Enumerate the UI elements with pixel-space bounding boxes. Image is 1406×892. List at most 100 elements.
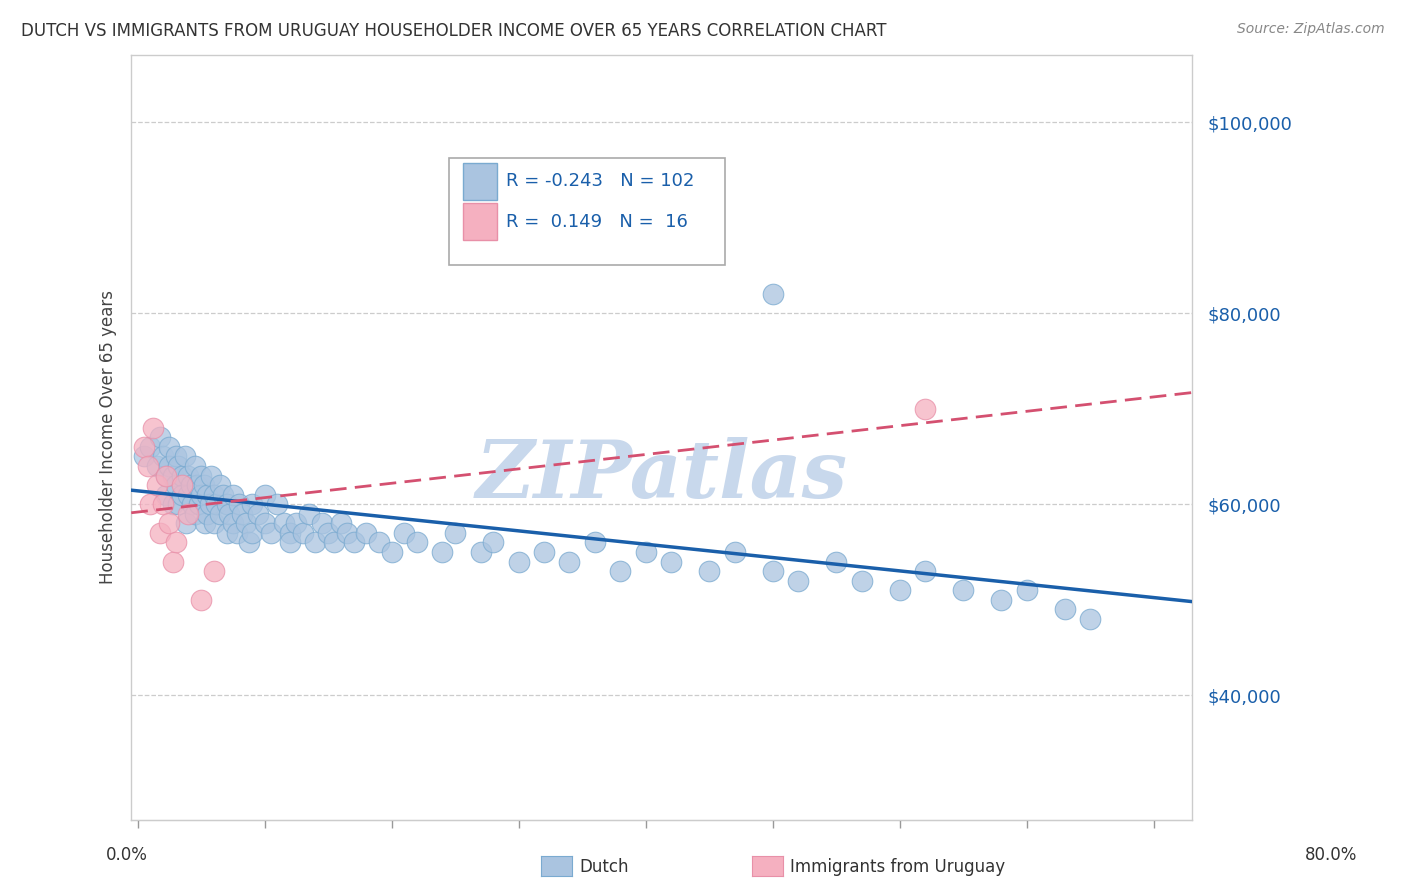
Point <box>180 478 202 492</box>
Point <box>394 525 416 540</box>
Point <box>354 525 377 540</box>
Point <box>218 507 240 521</box>
Point <box>342 535 364 549</box>
Point <box>266 497 288 511</box>
Point <box>187 497 209 511</box>
Point <box>238 535 260 549</box>
Point <box>162 497 184 511</box>
Point <box>157 440 180 454</box>
Text: Source: ZipAtlas.com: Source: ZipAtlas.com <box>1237 22 1385 37</box>
Point <box>202 516 225 531</box>
Point <box>240 525 263 540</box>
Point <box>298 507 321 521</box>
Text: R = -0.243   N = 102: R = -0.243 N = 102 <box>506 172 695 190</box>
Point <box>558 555 581 569</box>
Point <box>155 488 177 502</box>
Point <box>225 525 247 540</box>
Point <box>323 535 346 549</box>
Point <box>215 525 238 540</box>
Point <box>1053 602 1076 616</box>
Point <box>174 516 197 531</box>
Point <box>198 497 221 511</box>
Point <box>167 497 190 511</box>
Point <box>200 468 222 483</box>
Point <box>278 525 301 540</box>
Point <box>659 555 682 569</box>
Point <box>329 516 352 531</box>
Point <box>470 545 492 559</box>
Point <box>177 507 200 521</box>
Point <box>1078 612 1101 626</box>
Point <box>367 535 389 549</box>
Point <box>181 497 204 511</box>
Point <box>170 488 193 502</box>
Point <box>571 211 593 225</box>
Point <box>190 488 212 502</box>
Point <box>273 516 295 531</box>
Text: R =  0.149   N =  16: R = 0.149 N = 16 <box>506 213 688 231</box>
Point <box>508 555 530 569</box>
Point <box>209 478 232 492</box>
Point <box>205 497 228 511</box>
Point <box>132 450 155 464</box>
Point <box>162 555 184 569</box>
Point <box>170 468 193 483</box>
Point <box>209 507 232 521</box>
Point <box>851 574 873 588</box>
Point <box>697 564 720 578</box>
Point <box>149 525 172 540</box>
Point <box>914 564 936 578</box>
Point <box>253 488 276 502</box>
Point <box>165 535 187 549</box>
Point <box>990 592 1012 607</box>
Point <box>406 535 429 549</box>
Point <box>609 564 631 578</box>
Point <box>142 421 165 435</box>
Point <box>139 497 162 511</box>
Point <box>432 545 454 559</box>
Point <box>215 497 238 511</box>
Point <box>381 545 404 559</box>
Point <box>197 507 219 521</box>
Point <box>190 468 212 483</box>
Text: 80.0%: 80.0% <box>1305 846 1357 863</box>
FancyBboxPatch shape <box>463 202 498 240</box>
Point <box>173 450 195 464</box>
Point <box>240 497 263 511</box>
Point <box>825 555 848 569</box>
Point <box>155 468 177 483</box>
Text: ZIPatlas: ZIPatlas <box>475 437 848 515</box>
Point <box>914 401 936 416</box>
Point <box>231 507 253 521</box>
Point <box>167 458 190 473</box>
Point <box>152 450 174 464</box>
Point <box>197 488 219 502</box>
Point <box>193 478 215 492</box>
Point <box>139 440 162 454</box>
Point <box>222 488 245 502</box>
Point <box>762 564 785 578</box>
Point <box>291 525 314 540</box>
Point <box>285 516 308 531</box>
Point <box>145 478 167 492</box>
Point <box>1015 583 1038 598</box>
Point <box>253 516 276 531</box>
Point <box>787 574 810 588</box>
Text: Immigrants from Uruguay: Immigrants from Uruguay <box>790 858 1005 876</box>
Text: Dutch: Dutch <box>579 858 628 876</box>
Point <box>762 287 785 301</box>
Point <box>723 545 745 559</box>
Text: DUTCH VS IMMIGRANTS FROM URUGUAY HOUSEHOLDER INCOME OVER 65 YEARS CORRELATION CH: DUTCH VS IMMIGRANTS FROM URUGUAY HOUSEHO… <box>21 22 887 40</box>
Point <box>177 488 200 502</box>
Point <box>222 516 245 531</box>
Point <box>889 583 911 598</box>
FancyBboxPatch shape <box>463 163 498 201</box>
Point <box>304 535 326 549</box>
Point <box>444 525 467 540</box>
Point <box>145 458 167 473</box>
Point <box>165 450 187 464</box>
Point <box>132 440 155 454</box>
Point <box>202 564 225 578</box>
Point <box>336 525 359 540</box>
Point <box>157 458 180 473</box>
